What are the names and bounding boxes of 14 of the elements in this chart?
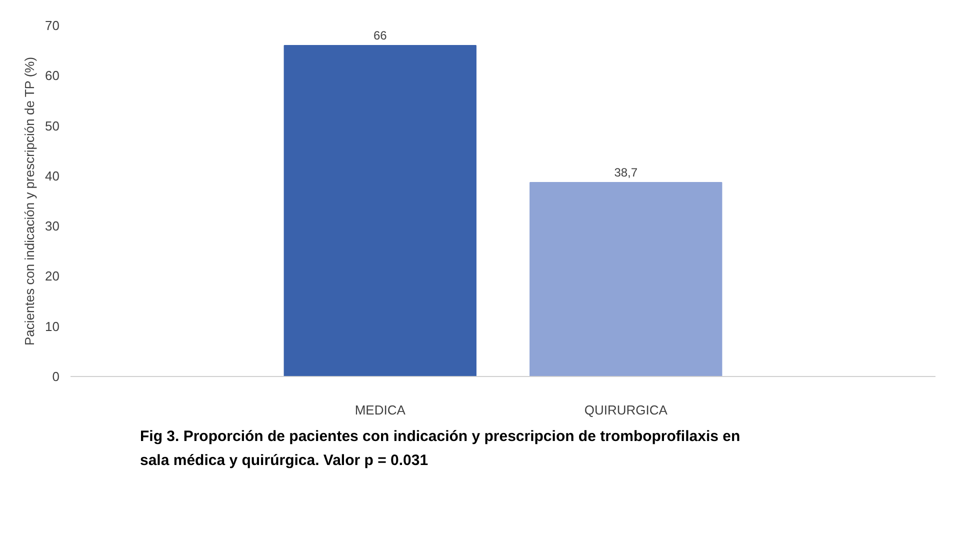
- x-tick-label: QUIRURGICA: [584, 402, 668, 418]
- y-axis-title: Pacientes con indicación y prescripción de TP (%): [22, 56, 38, 346]
- data-label: 38,7: [614, 165, 638, 180]
- y-tick-label: 40: [45, 168, 60, 184]
- y-tick-label: 30: [45, 218, 60, 234]
- y-tick-label: 60: [45, 68, 60, 84]
- y-tick-label: 70: [45, 18, 60, 33]
- data-label: 66: [373, 28, 388, 43]
- y-tick-label: 10: [45, 318, 60, 334]
- y-tick-label: 50: [45, 118, 60, 134]
- caption: Fig 3. Proporción de pacientes con indicación y prescripcion de tromboprofilaxis en sala médica y quirúrgica. Valor p = 0.031: [140, 427, 740, 471]
- x-tick-label: MEDICA: [354, 402, 406, 418]
- y-tick-label: 0: [52, 369, 60, 384]
- y-tick-label: 20: [45, 268, 60, 284]
